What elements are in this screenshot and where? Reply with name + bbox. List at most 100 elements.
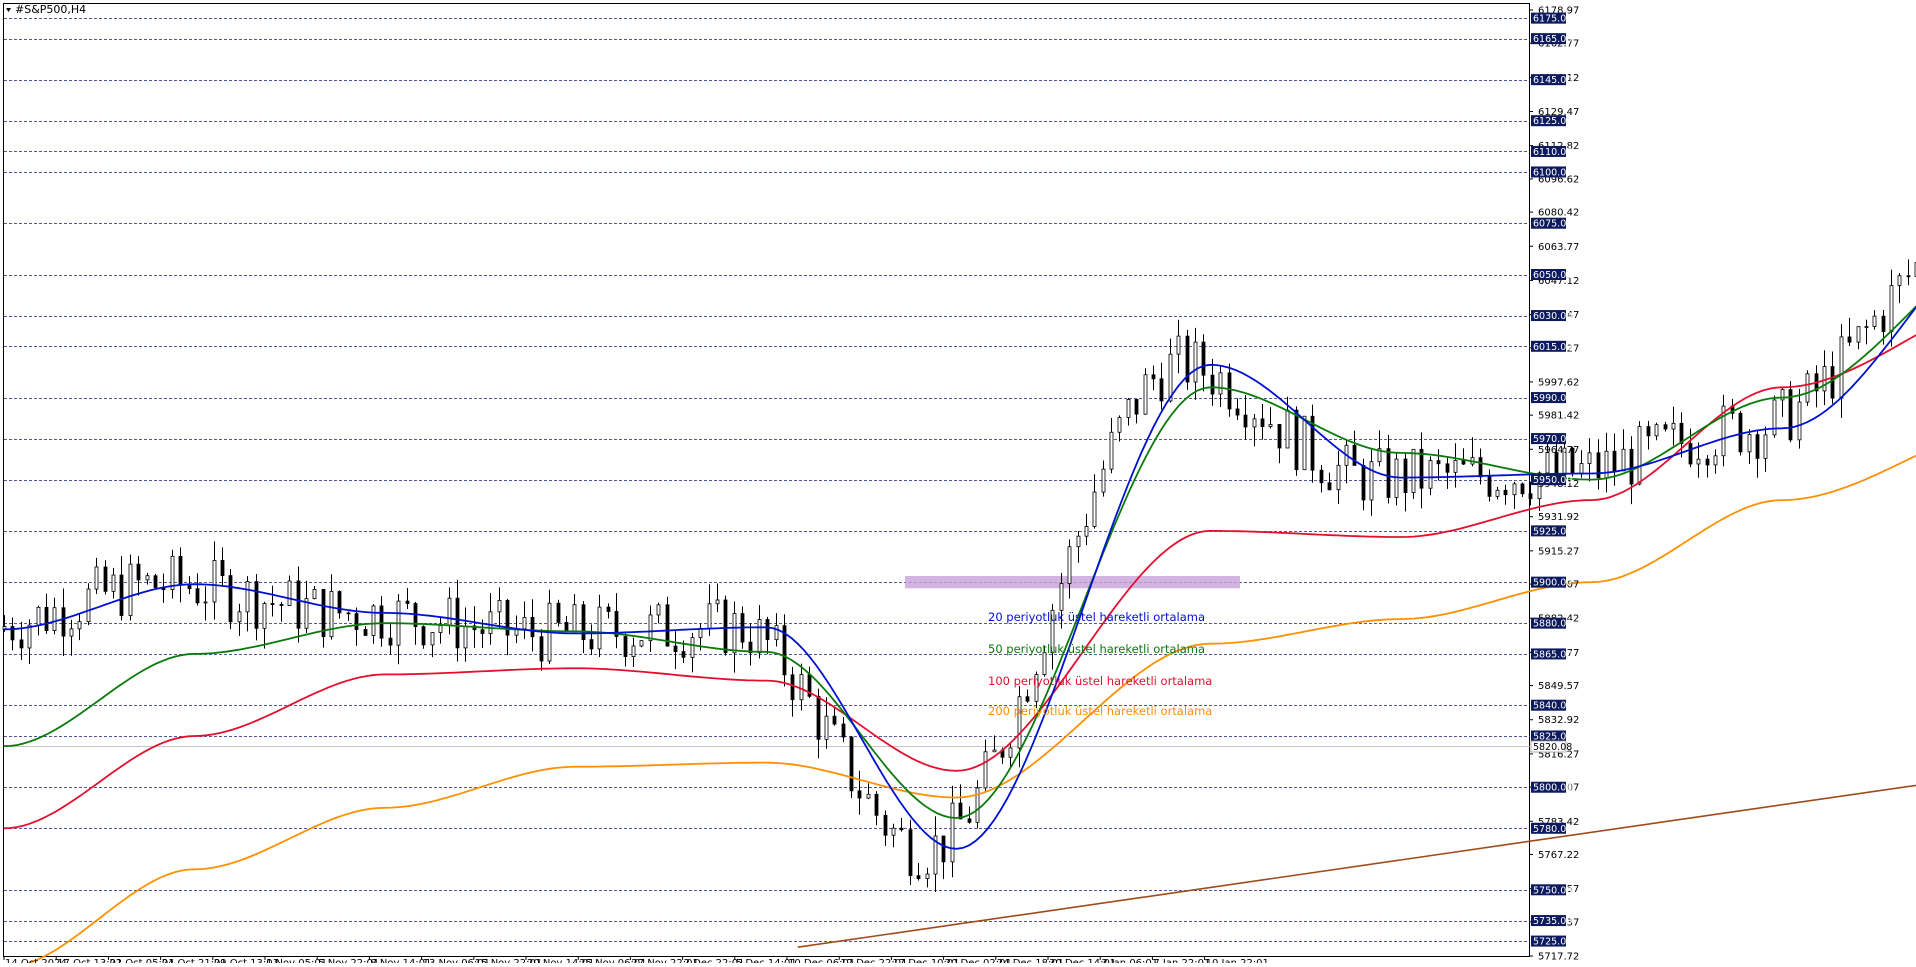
candle xyxy=(522,601,527,640)
candle-body xyxy=(1545,452,1550,474)
candle xyxy=(1763,426,1768,472)
candle-body xyxy=(1050,609,1055,654)
candle-body xyxy=(438,625,443,633)
candle xyxy=(597,594,602,658)
candle-body xyxy=(874,793,879,816)
y-tick-label: 6178.97 xyxy=(1538,6,1579,17)
candle xyxy=(405,587,410,609)
candle-body xyxy=(748,641,753,654)
price-axis[interactable]: 6178.976162.776146.126129.476112.826096.… xyxy=(1530,6,1579,963)
candle-body xyxy=(1369,461,1374,501)
candle-body xyxy=(782,625,787,676)
candle xyxy=(128,554,133,621)
legend-item: 200 periyotluk üstel hareketli ortalama xyxy=(988,704,1212,718)
candle xyxy=(321,589,326,648)
chart-title: #S&P500,H4 xyxy=(6,3,86,16)
candle xyxy=(556,599,561,627)
level-price-label: 5735.00 xyxy=(1533,916,1572,927)
candle-body xyxy=(254,581,259,629)
candle-body xyxy=(623,636,628,657)
candle-body xyxy=(94,566,99,590)
candle-body xyxy=(203,601,208,604)
candle xyxy=(94,557,99,594)
candle-body xyxy=(883,814,888,836)
candle-body xyxy=(1176,335,1181,355)
candle xyxy=(824,697,829,749)
level-price-box xyxy=(1531,525,1566,537)
candle xyxy=(891,823,896,848)
candle-body xyxy=(262,603,267,629)
candle-body xyxy=(1277,423,1282,449)
candle-body xyxy=(967,818,972,823)
candle-body xyxy=(757,619,762,654)
candle-body xyxy=(1084,526,1089,537)
candle xyxy=(866,783,871,800)
candle-body xyxy=(581,604,586,640)
support-zone xyxy=(905,576,1240,589)
candle-body xyxy=(1596,452,1601,479)
candle-body xyxy=(941,835,946,863)
candle-body xyxy=(1310,415,1315,471)
level-price-label: 5990.00 xyxy=(1533,393,1572,404)
candle-body xyxy=(799,674,804,701)
candle-body xyxy=(480,629,485,634)
candle-body xyxy=(187,584,192,590)
candle-body xyxy=(304,598,309,629)
candle xyxy=(77,613,82,641)
candle xyxy=(1377,430,1382,467)
level-price-label: 5900.00 xyxy=(1533,578,1572,589)
candle xyxy=(1428,456,1433,496)
candle-body xyxy=(1897,275,1902,286)
candle xyxy=(1788,381,1793,443)
level-price-box xyxy=(1531,310,1566,322)
candle-body xyxy=(774,625,779,641)
candle-body xyxy=(405,600,410,604)
candle-body xyxy=(899,827,904,831)
y-tick-label: 5981.42 xyxy=(1538,411,1579,422)
candle xyxy=(883,810,888,846)
candle xyxy=(1117,415,1122,442)
candle-body xyxy=(656,604,661,616)
candle xyxy=(1386,434,1391,504)
candle xyxy=(262,601,267,649)
candle-body xyxy=(857,790,862,799)
level-price-label: 6050.00 xyxy=(1533,270,1572,281)
candle xyxy=(1034,671,1039,709)
candle-body xyxy=(1713,455,1718,466)
grid-lines xyxy=(4,18,1530,942)
candle-body xyxy=(958,802,963,820)
time-axis[interactable]: 14 Oct 202417 Oct 13:0122 Oct 05:0124 Oc… xyxy=(3,956,1269,967)
candle xyxy=(790,666,795,717)
candle xyxy=(1864,319,1869,345)
candle-body xyxy=(614,611,619,637)
level-price-box xyxy=(1531,12,1566,24)
candle xyxy=(220,547,225,587)
candle-body xyxy=(1646,426,1651,437)
x-tick-label: 7 Jan 22:01 xyxy=(1153,958,1210,963)
candle-body xyxy=(1025,696,1030,702)
candle-body xyxy=(1520,483,1525,495)
candle xyxy=(1193,327,1198,400)
window-menu-icon[interactable] xyxy=(6,8,11,12)
candle-body xyxy=(1671,422,1676,430)
candle-body xyxy=(1134,399,1139,415)
level-price-box xyxy=(1531,74,1566,86)
candle-body xyxy=(765,619,770,641)
candle xyxy=(195,573,200,606)
candle xyxy=(304,580,309,633)
level-price-label: 6030.00 xyxy=(1533,311,1572,322)
y-tick-label: 6047.12 xyxy=(1538,276,1579,287)
candle-body xyxy=(363,629,368,636)
candle xyxy=(1646,420,1651,450)
candle-body xyxy=(388,637,393,646)
candle xyxy=(111,567,116,599)
candle-body xyxy=(564,622,569,632)
candle-body xyxy=(321,589,326,638)
candle-body xyxy=(1076,535,1081,548)
candle xyxy=(1369,449,1374,516)
candle xyxy=(1403,452,1408,512)
candle xyxy=(145,572,150,585)
candle-body xyxy=(220,560,225,577)
